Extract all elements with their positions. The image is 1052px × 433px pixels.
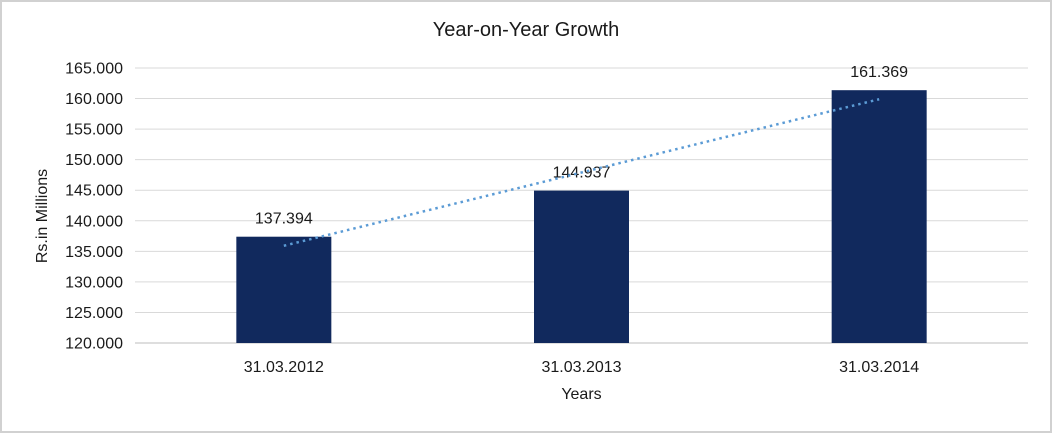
- y-tick-label: 120.000: [65, 336, 123, 353]
- y-tick-label: 130.000: [65, 274, 123, 291]
- y-tick-label: 125.000: [65, 305, 123, 322]
- chart-title: Year-on-Year Growth: [432, 19, 620, 41]
- x-axis-title: Years: [561, 386, 602, 403]
- bar-31.03.2012[interactable]: [236, 236, 332, 343]
- x-tick-label: 31.03.2013: [541, 359, 621, 376]
- y-tick-label: 155.000: [65, 122, 123, 139]
- y-tick-label: 165.000: [65, 61, 123, 78]
- bar-31.03.2014[interactable]: [831, 90, 927, 343]
- y-tick-label: 135.000: [65, 244, 123, 261]
- y-tick-label: 145.000: [65, 183, 123, 200]
- bar-data-label: 137.394: [255, 211, 313, 228]
- x-tick-label: 31.03.2012: [244, 359, 324, 376]
- x-tick-label: 31.03.2014: [839, 359, 919, 376]
- y-tick-label: 140.000: [65, 213, 123, 230]
- y-tick-label: 160.000: [65, 91, 123, 108]
- bar-31.03.2013[interactable]: [534, 190, 629, 343]
- trendline[interactable]: [283, 98, 880, 247]
- bar-data-label: 161.369: [850, 64, 908, 81]
- y-tick-label: 150.000: [65, 152, 123, 169]
